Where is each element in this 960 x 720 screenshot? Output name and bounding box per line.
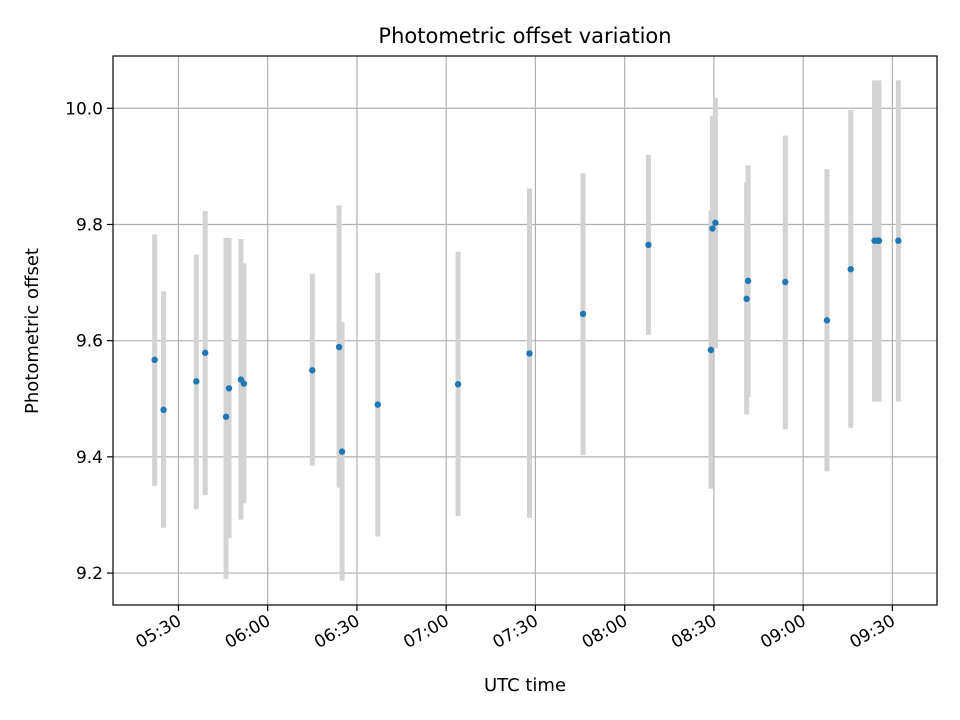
y-tick-label: 9.2 [76,564,103,584]
grid-lines [113,56,937,605]
data-point [193,378,200,385]
data-point [875,237,883,244]
data-point [202,349,209,357]
data-point [743,295,750,303]
data-point [579,310,587,318]
y-tick-label: 10.0 [65,99,103,119]
data-point [240,380,248,387]
plot-area-frame [112,55,938,606]
data-point [374,401,381,408]
x-axis-title: UTC time [484,675,566,696]
y-tick-label: 9.4 [76,448,103,468]
data-point [709,225,716,232]
y-axis-title: Photometric offset [22,248,43,414]
data-point [335,343,343,351]
chart-title: Photometric offset variation [378,24,671,48]
data-point [225,385,233,392]
data-point [707,346,715,354]
data-point [338,448,346,455]
y-tick-label: 9.8 [76,215,103,235]
data-point [309,367,316,374]
data-point [160,406,167,413]
data-point [744,277,752,285]
data-point [454,381,462,388]
data-point [895,237,902,244]
data-point [151,356,158,364]
data-point [847,266,854,273]
y-tick-label: 9.6 [76,332,103,352]
data-point [645,241,652,249]
y-axis-ticks: 9.2 9.4 9.6 9.8 10.0 [65,99,113,584]
data-point [712,219,719,226]
data-points [151,219,902,455]
data-point [823,317,831,324]
data-point [526,350,533,357]
data-point [782,278,789,286]
data-point [222,413,230,420]
